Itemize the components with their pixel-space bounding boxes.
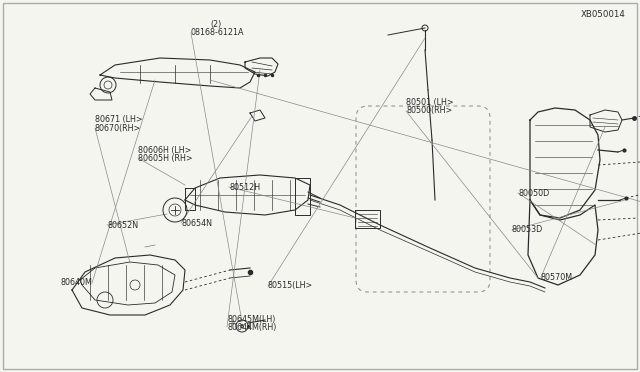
- Text: 80606H (LH>: 80606H (LH>: [138, 146, 191, 155]
- Text: B: B: [240, 324, 244, 328]
- Text: XB050014: XB050014: [581, 10, 626, 19]
- Text: 80500(RH>: 80500(RH>: [406, 106, 452, 115]
- Text: 80501 (LH>: 80501 (LH>: [406, 98, 454, 107]
- Text: 08168-6121A: 08168-6121A: [191, 28, 244, 37]
- Text: (2): (2): [210, 20, 221, 29]
- Text: 80512H: 80512H: [229, 183, 260, 192]
- Text: 80654N: 80654N: [181, 219, 212, 228]
- Text: °: °: [230, 321, 234, 330]
- Text: 80570M: 80570M: [541, 273, 573, 282]
- Text: 80670(RH>: 80670(RH>: [95, 124, 141, 133]
- Text: 80605H (RH>: 80605H (RH>: [138, 154, 192, 163]
- Text: 80652N: 80652N: [108, 221, 139, 230]
- Text: 80640M: 80640M: [61, 278, 93, 287]
- Text: 80671 (LH>: 80671 (LH>: [95, 115, 142, 124]
- Text: 80644M(RH): 80644M(RH): [227, 323, 276, 332]
- Text: 80053D: 80053D: [512, 225, 543, 234]
- Text: 80645M(LH): 80645M(LH): [227, 315, 276, 324]
- Text: 80050D: 80050D: [518, 189, 550, 198]
- Text: 80515(LH>: 80515(LH>: [268, 281, 313, 290]
